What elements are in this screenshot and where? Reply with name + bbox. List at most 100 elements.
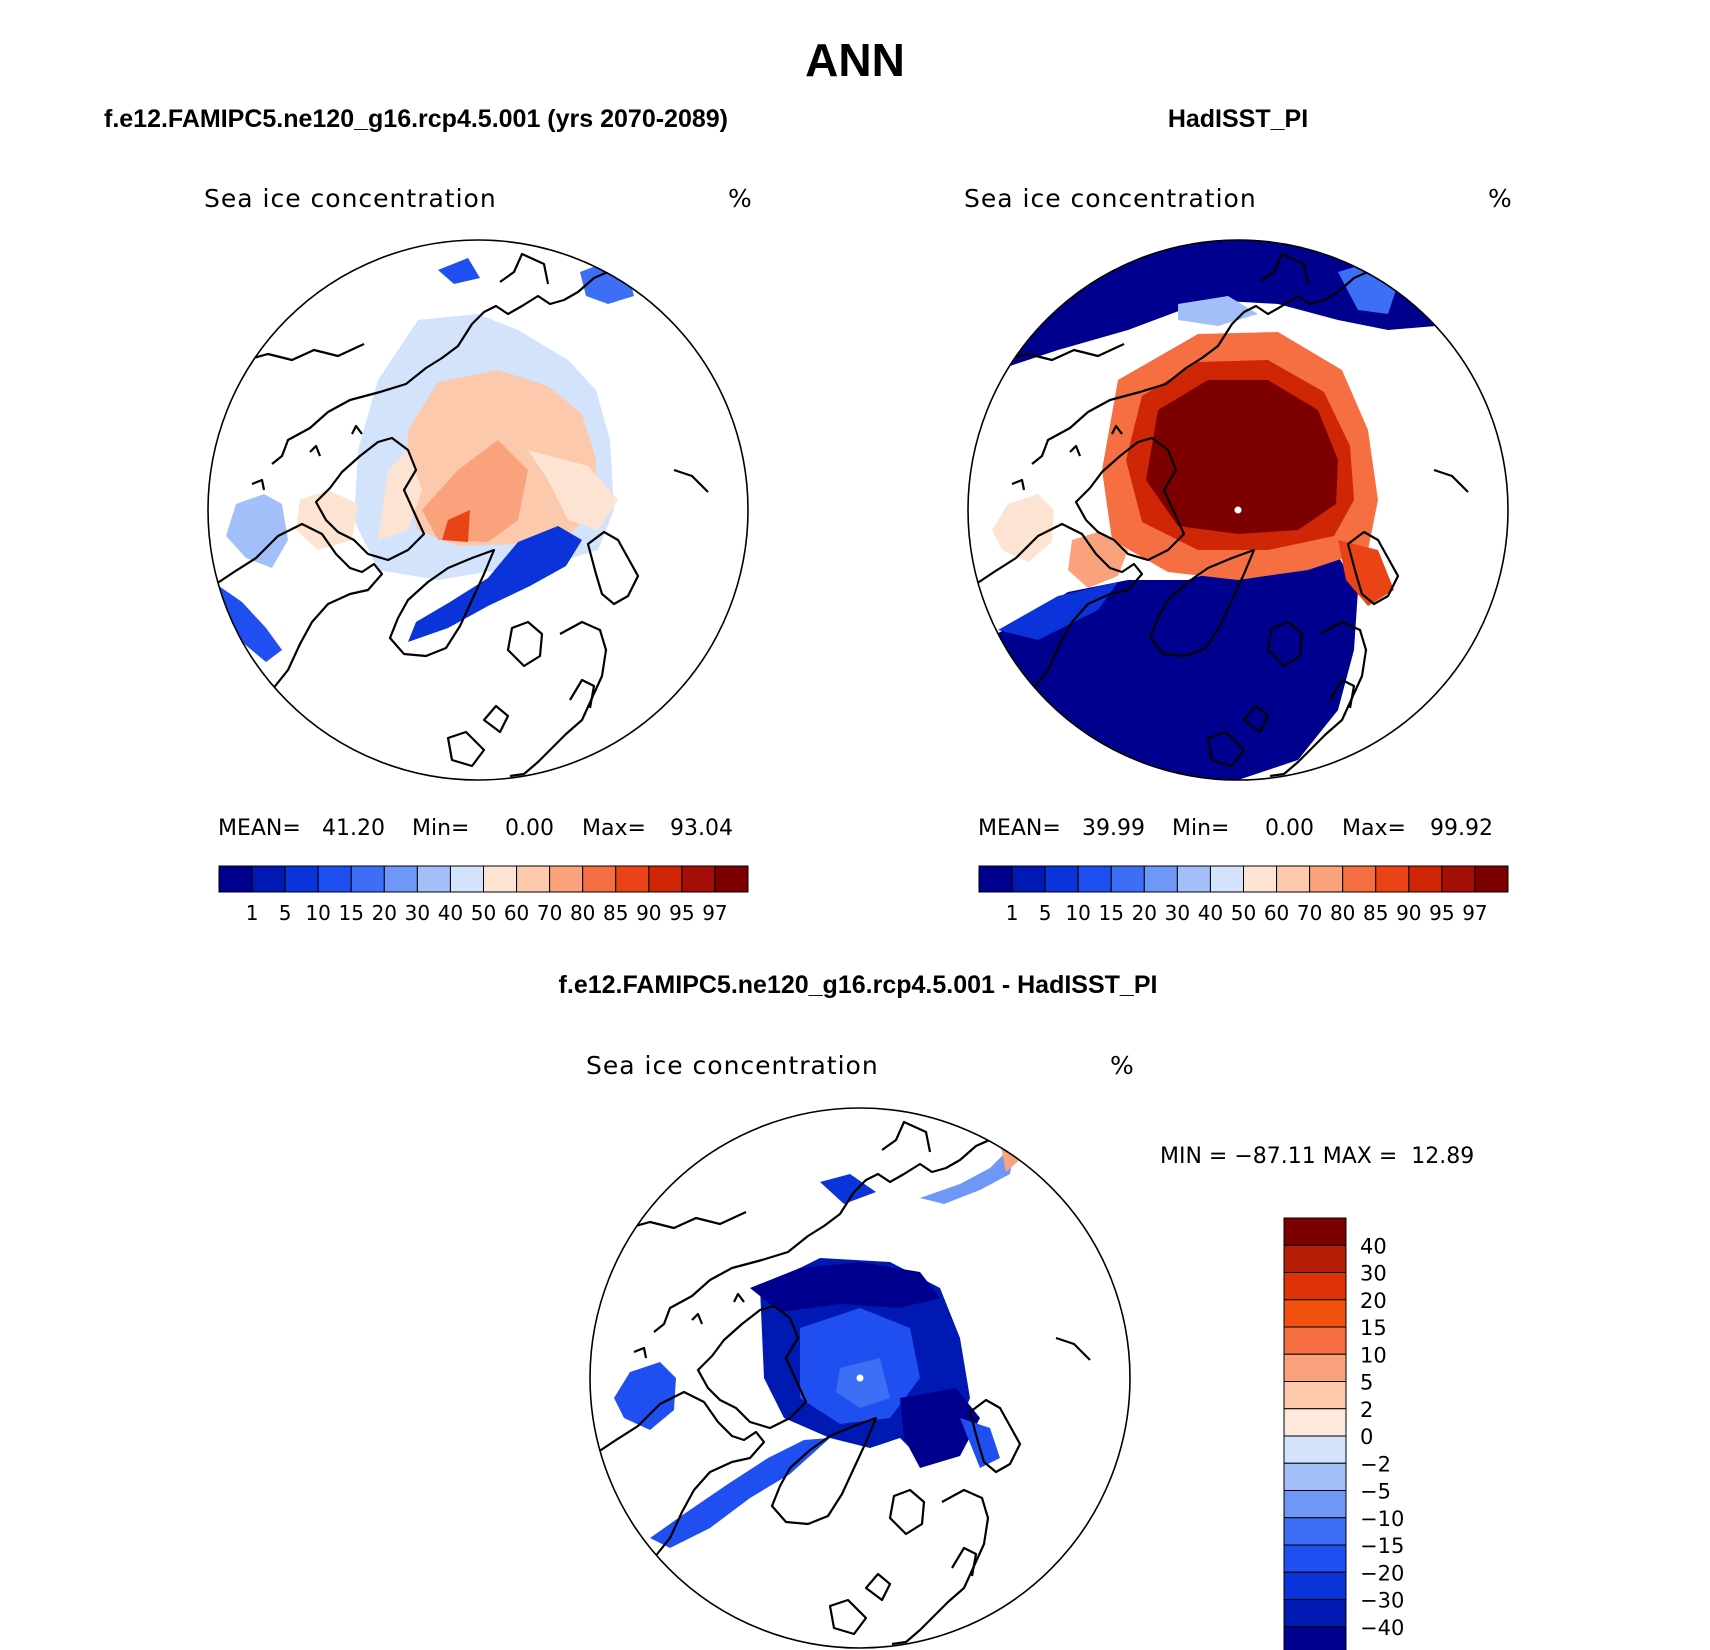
diff-colorbar-swatch [1283,1244,1347,1273]
model-colorbar-swatch [449,865,484,893]
model-colorbar-swatch [714,865,749,893]
obs-colorbar-swatch [978,865,1013,893]
model-panel: f.e12.FAMIPC5.ne120_g16.rcp4.5.001 (yrs … [104,105,752,925]
model-colorbar-tick-label: 50 [471,901,496,925]
diff-colorbar-swatch [1283,1544,1347,1573]
model-colorbar: 1 5 10 15 20 30 40 50 60 70 80 85 90 95 97 [218,865,749,925]
model-colorbar-tick-label: 15 [339,901,364,925]
model-colorbar-tick-label: 10 [305,901,330,925]
model-colorbar-swatch [218,865,253,893]
model-colorbar-tick-label: 30 [405,901,430,925]
diff-colorbar-tick-label: −15 [1360,1534,1404,1558]
obs-mean-label: MEAN= [978,816,1061,841]
model-colorbar-tick-label: 60 [504,901,529,925]
obs-colorbar-tick-label: 10 [1065,901,1090,925]
obs-panel-title: HadISST_PI [1168,105,1308,133]
model-colorbar-swatch [483,865,518,893]
model-mean-label: MEAN= [218,816,301,841]
diff-colorbar-tick-label: 5 [1360,1371,1373,1395]
obs-colorbar-tick-label: 40 [1198,901,1223,925]
model-colorbar-swatch [416,865,451,893]
obs-colorbar-tick-label: 60 [1264,901,1289,925]
obs-colorbar-tick-label: 15 [1099,901,1124,925]
obs-mean-value: 39.99 [1082,816,1145,841]
diff-colorbar-tick-label: 0 [1360,1425,1373,1449]
diff-minmax-label: MIN = −87.11 MAX = 12.89 [1160,1144,1474,1169]
model-max-value: 93.04 [670,816,733,841]
diff-colorbar-tick-label: 2 [1360,1398,1373,1422]
diff-colorbar-swatch [1283,1381,1347,1410]
obs-colorbar-tick-label: 97 [1462,901,1487,925]
obs-polar-map [967,239,1509,781]
model-units-label: % [728,184,752,213]
obs-colorbar-tick-label: 90 [1396,901,1421,925]
diff-colorbar-swatch [1283,1599,1347,1628]
model-colorbar-swatch [648,865,683,893]
model-colorbar-tick-label: 97 [702,901,727,925]
obs-colorbar-tick-label: 50 [1231,901,1256,925]
obs-colorbar-swatch [1011,865,1046,893]
diff-colorbar-swatch [1283,1408,1347,1437]
diff-panel-title: f.e12.FAMIPC5.ne120_g16.rcp4.5.001 - Had… [559,971,1158,999]
model-colorbar-swatch [582,865,617,893]
model-colorbar-swatch [516,865,551,893]
obs-colorbar-tick-label: 1 [1006,901,1019,925]
obs-colorbar-tick-label: 80 [1330,901,1355,925]
model-panel-title: f.e12.FAMIPC5.ne120_g16.rcp4.5.001 (yrs … [104,105,728,133]
diff-colorbar-swatch [1283,1217,1347,1246]
diff-colorbar-swatch [1283,1517,1347,1546]
diff-colorbar-tick-label: −20 [1360,1561,1404,1585]
model-min-label: Min= [412,816,469,841]
figure-title: ANN [805,34,905,86]
diff-variable-label: Sea ice concentration [586,1051,879,1080]
diff-colorbar-tick-label: −40 [1360,1616,1404,1640]
obs-units-label: % [1488,184,1512,213]
obs-min-label: Min= [1172,816,1229,841]
model-colorbar-swatch [615,865,650,893]
model-colorbar-tick-label: 20 [372,901,397,925]
model-colorbar-tick-label: 1 [246,901,259,925]
model-colorbar-tick-label: 90 [636,901,661,925]
diff-colorbar-tick-label: −10 [1360,1507,1404,1531]
model-polar-map [207,239,749,781]
obs-colorbar-swatch [1243,865,1278,893]
obs-colorbar-swatch [1176,865,1211,893]
obs-colorbar-swatch [1044,865,1079,893]
model-colorbar-swatch [284,865,319,893]
diff-colorbar-tick-label: −2 [1360,1452,1391,1476]
obs-panel: HadISST_PI Sea ice concentration % [964,105,1512,925]
obs-colorbar-swatch [1077,865,1112,893]
diff-colorbar-tick-label: 10 [1360,1343,1387,1367]
diff-colorbar-swatch [1283,1435,1347,1464]
model-colorbar-swatch [681,865,716,893]
obs-max-value: 99.92 [1430,816,1493,841]
obs-colorbar-swatch [1110,865,1145,893]
model-colorbar-swatch [350,865,385,893]
model-max-label: Max= [582,816,646,841]
model-mean-value: 41.20 [322,816,385,841]
diff-colorbar-swatch [1283,1490,1347,1519]
diff-colorbar-tick-label: 20 [1360,1289,1387,1313]
obs-max-label: Max= [1342,816,1406,841]
diff-colorbar-swatch [1283,1272,1347,1301]
obs-colorbar-swatch [1474,865,1509,893]
obs-colorbar: 1 5 10 15 20 30 40 50 60 70 80 85 90 95 97 [978,865,1509,925]
obs-colorbar-tick-label: 5 [1039,901,1052,925]
obs-colorbar-swatch [1276,865,1311,893]
obs-colorbar-swatch [1209,865,1244,893]
obs-colorbar-swatch [1375,865,1410,893]
model-colorbar-swatch [317,865,352,893]
obs-colorbar-swatch [1143,865,1178,893]
obs-colorbar-swatch [1309,865,1344,893]
diff-colorbar-swatch [1283,1626,1347,1650]
diff-colorbar-swatch [1283,1326,1347,1355]
model-colorbar-tick-label: 40 [438,901,463,925]
model-colorbar-swatch [251,865,286,893]
model-colorbar-tick-label: 80 [570,901,595,925]
diff-colorbar-tick-label: 15 [1360,1316,1387,1340]
model-colorbar-tick-label: 95 [669,901,694,925]
obs-variable-label: Sea ice concentration [964,184,1257,213]
diff-units-label: % [1110,1051,1134,1080]
diff-colorbar-swatch [1283,1462,1347,1491]
